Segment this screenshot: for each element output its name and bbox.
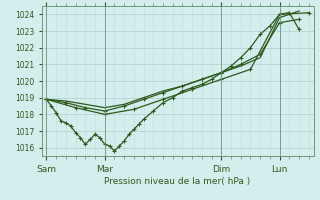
X-axis label: Pression niveau de la mer( hPa ): Pression niveau de la mer( hPa ) [104,177,251,186]
